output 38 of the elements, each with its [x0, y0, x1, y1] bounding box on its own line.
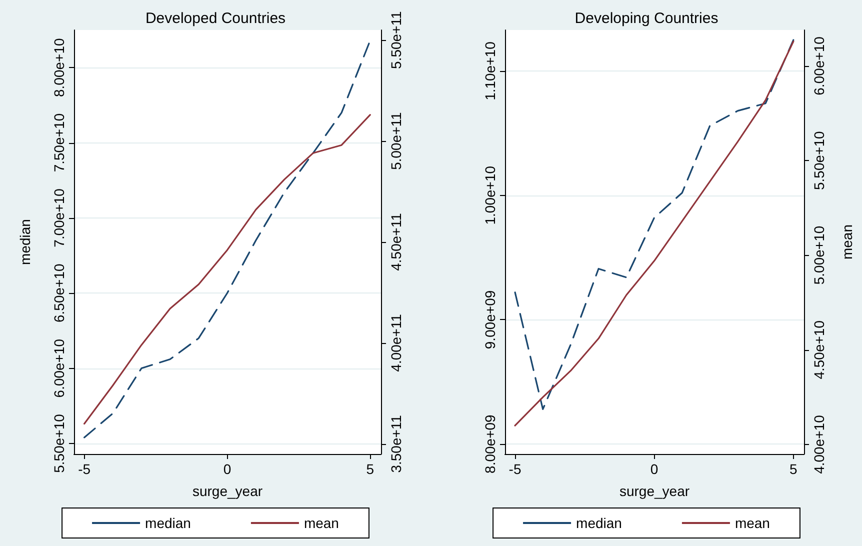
legend-label: median	[145, 515, 191, 531]
x-axis-title: surge_year	[192, 483, 263, 499]
y-tick-label: 1.10e+10	[482, 41, 498, 100]
x-tick-label: 5	[790, 461, 798, 477]
y2-tick-label: 5.00e+10	[811, 226, 827, 285]
y-tick-label: 1.00e+10	[482, 166, 498, 225]
y2-tick-label: 4.00e+11	[388, 314, 404, 372]
y2-tick-label: 5.50e+11	[388, 11, 404, 69]
x-axis-title: surge_year	[619, 483, 690, 499]
y2-tick-label: 3.50e+11	[388, 414, 404, 473]
y2-tick-label: 4.00e+10	[811, 414, 827, 474]
x-tick-label: -5	[78, 461, 91, 477]
y2-tick-label: 4.50e+11	[388, 212, 404, 271]
x-tick-label: 5	[366, 461, 374, 477]
y2-tick-label: 5.50e+10	[811, 131, 827, 190]
chart-title: Developing Countries	[574, 10, 718, 27]
line-series	[83, 40, 371, 438]
legend-label: mean	[304, 515, 339, 531]
legend-label: median	[576, 515, 622, 531]
y2-axis-title: mean	[839, 224, 855, 260]
x-tick-label: -5	[508, 461, 522, 477]
y-tick-label: 5.50e+10	[51, 414, 67, 473]
y-tick-label: 6.50e+10	[51, 264, 67, 323]
y-tick-label: 9.00e+09	[482, 290, 498, 350]
legend-label: mean	[734, 515, 770, 531]
y-tick-label: 7.00e+10	[51, 188, 67, 248]
y2-tick-label: 5.00e+11	[388, 112, 404, 170]
y2-tick-label: 6.00e+10	[811, 36, 827, 96]
line-series	[83, 114, 371, 425]
y-tick-label: 7.50e+10	[51, 113, 67, 172]
y2-tick-label: 4.50e+10	[811, 320, 827, 380]
x-tick-label: 0	[650, 461, 658, 477]
y-tick-label: 8.00e+09	[482, 414, 498, 474]
y-tick-label: 8.00e+10	[51, 38, 67, 97]
chart-title: Developed Countries	[145, 10, 286, 27]
y-tick-label: 6.00e+10	[51, 338, 67, 398]
x-tick-label: 0	[223, 461, 232, 477]
y-axis-title: median	[17, 219, 33, 265]
